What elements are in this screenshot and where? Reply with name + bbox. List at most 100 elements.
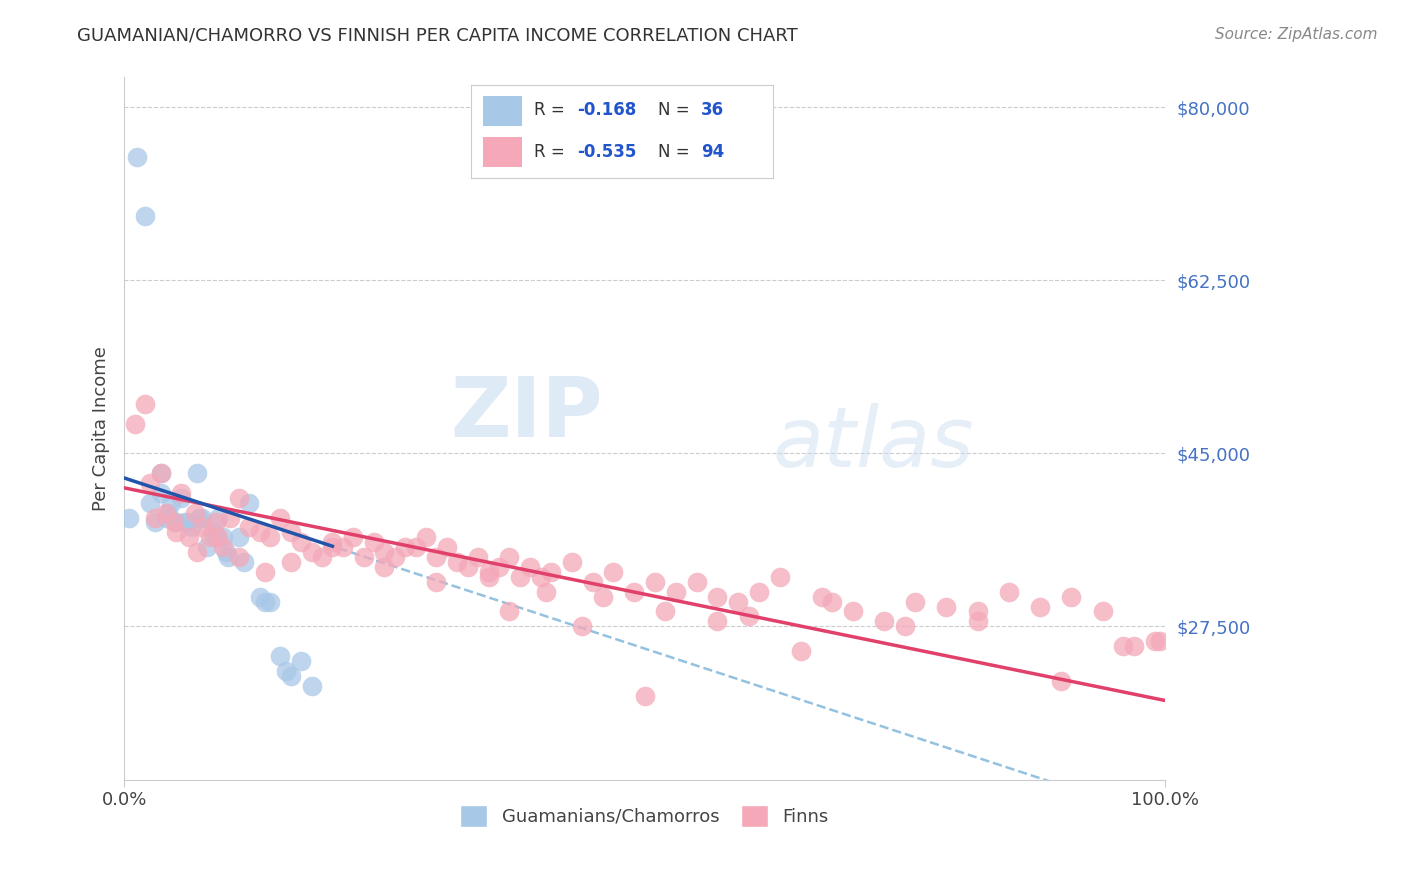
- Point: [581, 574, 603, 589]
- Point: [215, 545, 238, 559]
- Point: [186, 466, 208, 480]
- Point: [274, 664, 297, 678]
- Point: [467, 550, 489, 565]
- Point: [204, 516, 226, 530]
- Point: [155, 510, 177, 524]
- Point: [280, 555, 302, 569]
- Point: [145, 510, 167, 524]
- Point: [873, 615, 896, 629]
- Point: [363, 535, 385, 549]
- Point: [280, 525, 302, 540]
- Point: [217, 550, 239, 565]
- Point: [488, 560, 510, 574]
- Point: [197, 540, 219, 554]
- Point: [384, 550, 406, 565]
- Point: [529, 570, 551, 584]
- Point: [706, 590, 728, 604]
- Point: [498, 605, 520, 619]
- Point: [592, 590, 614, 604]
- Point: [249, 525, 271, 540]
- Point: [163, 516, 186, 530]
- Point: [457, 560, 479, 574]
- Point: [665, 584, 688, 599]
- Point: [1050, 673, 1073, 688]
- Point: [149, 466, 172, 480]
- Point: [269, 510, 291, 524]
- Point: [259, 530, 281, 544]
- Text: 36: 36: [700, 101, 724, 119]
- Point: [540, 565, 562, 579]
- Point: [207, 530, 229, 544]
- Point: [165, 516, 187, 530]
- Point: [188, 510, 211, 524]
- Point: [301, 545, 323, 559]
- Bar: [484, 137, 523, 167]
- Point: [602, 565, 624, 579]
- Point: [219, 510, 242, 524]
- Point: [180, 520, 202, 534]
- Point: [394, 540, 416, 554]
- Point: [1143, 634, 1166, 648]
- Point: [477, 565, 499, 579]
- Point: [373, 545, 395, 559]
- Point: [186, 545, 208, 559]
- Point: [149, 485, 172, 500]
- Point: [125, 150, 148, 164]
- Point: [149, 466, 172, 480]
- Point: [425, 550, 447, 565]
- Point: [571, 619, 593, 633]
- Point: [176, 516, 198, 530]
- Point: [1149, 634, 1171, 648]
- Text: atlas: atlas: [773, 403, 974, 483]
- Point: [436, 540, 458, 554]
- Text: Source: ZipAtlas.com: Source: ZipAtlas.com: [1215, 27, 1378, 42]
- Text: N =: N =: [658, 101, 690, 119]
- Point: [134, 209, 156, 223]
- Point: [894, 619, 917, 633]
- Point: [342, 530, 364, 544]
- Point: [249, 590, 271, 604]
- Point: [134, 397, 156, 411]
- Point: [207, 510, 229, 524]
- Point: [644, 574, 666, 589]
- Point: [1112, 639, 1135, 653]
- Point: [727, 594, 749, 608]
- Point: [623, 584, 645, 599]
- Legend: Guamanians/Chamorros, Finns: Guamanians/Chamorros, Finns: [453, 797, 837, 834]
- Point: [232, 555, 254, 569]
- Point: [238, 520, 260, 534]
- Point: [139, 475, 162, 490]
- Point: [201, 525, 224, 540]
- Point: [966, 615, 988, 629]
- Point: [353, 550, 375, 565]
- Point: [477, 570, 499, 584]
- Point: [966, 605, 988, 619]
- Point: [228, 550, 250, 565]
- Point: [204, 530, 226, 544]
- Point: [904, 594, 927, 608]
- Text: R =: R =: [534, 101, 565, 119]
- Point: [810, 590, 832, 604]
- Point: [685, 574, 707, 589]
- Point: [748, 584, 770, 599]
- Point: [1060, 590, 1083, 604]
- Point: [738, 609, 761, 624]
- Point: [998, 584, 1021, 599]
- Point: [280, 669, 302, 683]
- Point: [212, 540, 235, 554]
- Point: [498, 550, 520, 565]
- Point: [509, 570, 531, 584]
- Text: R =: R =: [534, 144, 565, 161]
- Point: [191, 510, 214, 524]
- Point: [124, 417, 146, 431]
- Point: [519, 560, 541, 574]
- Point: [145, 516, 167, 530]
- Point: [405, 540, 427, 554]
- Point: [654, 605, 676, 619]
- Point: [290, 654, 312, 668]
- Point: [633, 689, 655, 703]
- Point: [415, 530, 437, 544]
- Point: [790, 644, 813, 658]
- Text: ZIP: ZIP: [450, 373, 603, 454]
- Point: [118, 510, 141, 524]
